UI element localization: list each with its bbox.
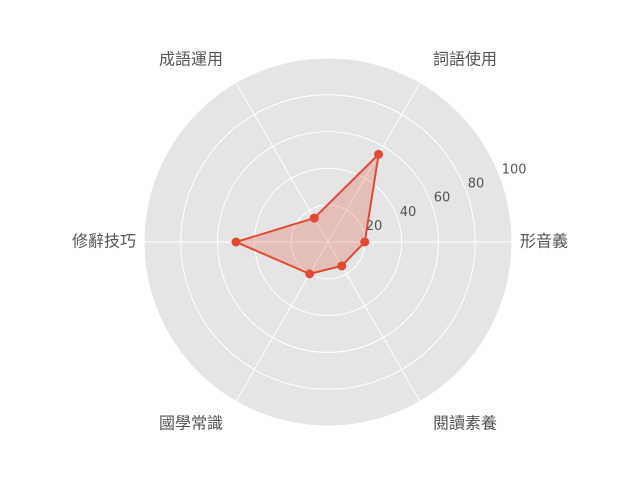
axis-spoke — [235, 241, 329, 402]
series-area — [236, 154, 379, 274]
category-label: 修辭技巧 — [72, 232, 136, 251]
radial-tick-label: 40 — [400, 205, 417, 220]
radial-tick-label: 80 — [468, 177, 485, 192]
category-label: 閱讀素養 — [433, 413, 497, 432]
data-point — [374, 149, 384, 159]
data-point — [231, 237, 241, 247]
category-label: 國學常識 — [159, 413, 223, 432]
data-point — [305, 269, 315, 279]
radial-tick-label: 100 — [502, 163, 527, 178]
data-point — [360, 237, 370, 247]
data-point — [337, 261, 347, 271]
radial-tick-label: 60 — [434, 191, 451, 206]
category-label: 成語運用 — [159, 50, 223, 69]
category-label: 詞語使用 — [433, 50, 497, 69]
radial-tick-label: 20 — [366, 219, 383, 234]
category-label: 形音義 — [520, 232, 568, 251]
axis-spoke — [327, 82, 421, 243]
data-point — [309, 213, 319, 223]
